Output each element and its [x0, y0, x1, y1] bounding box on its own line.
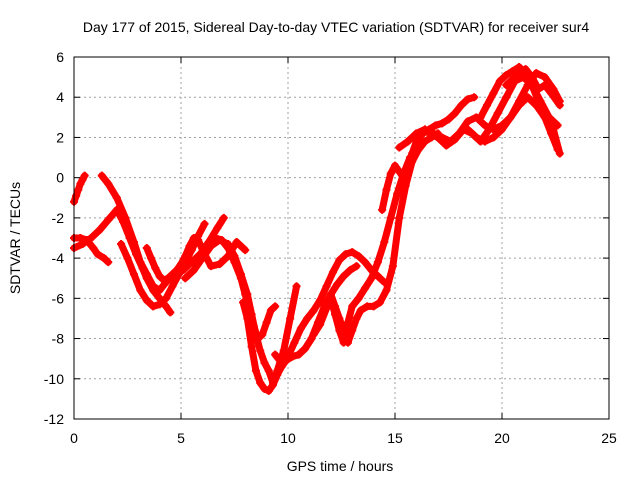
- y-tick-label: -8: [52, 331, 65, 347]
- trace-segment: [545, 113, 562, 129]
- series-1: [70, 171, 89, 206]
- trace-segment: [286, 282, 301, 322]
- y-axis-label: SDTVAR / TECUs: [7, 182, 23, 294]
- trace-segment: [547, 89, 564, 109]
- trace-segment: [130, 238, 144, 266]
- trace-segment: [395, 182, 410, 222]
- data-point: [470, 93, 479, 102]
- series-6: [142, 234, 250, 285]
- grid: [74, 57, 609, 419]
- data-point: [352, 262, 361, 271]
- x-tick-label: 0: [70, 430, 78, 446]
- data-point: [200, 219, 209, 228]
- trace-segment: [280, 314, 294, 355]
- y-tick-label: -12: [44, 411, 64, 427]
- trace-segment: [380, 214, 395, 246]
- trace-segment: [213, 214, 228, 232]
- data-point: [80, 171, 89, 180]
- x-axis-label: GPS time / hours: [287, 458, 394, 474]
- data-point: [104, 258, 113, 267]
- y-axis: -12 -10 -8 -6 -4 -2 0 2 4 6: [44, 49, 609, 427]
- trace-segment: [374, 238, 388, 266]
- y-tick-label: -4: [52, 250, 65, 266]
- series-10: [271, 248, 389, 367]
- y-tick-label: 4: [56, 89, 64, 105]
- x-tick-label: 25: [601, 430, 617, 446]
- trace-segment: [547, 129, 562, 154]
- data-point: [292, 282, 301, 291]
- trace-segment: [382, 262, 397, 294]
- x-tick-label: 20: [494, 430, 510, 446]
- trace-segment: [387, 190, 401, 222]
- data-point: [166, 308, 175, 317]
- data-point: [241, 246, 250, 255]
- data-point: [553, 145, 562, 154]
- plot-frame: [73, 56, 610, 420]
- series-3: [70, 234, 113, 267]
- trace-segment: [233, 238, 249, 254]
- trace-segment: [374, 272, 388, 286]
- y-tick-label: 2: [56, 129, 64, 145]
- series-2: [70, 205, 175, 317]
- trace-segment: [243, 314, 256, 351]
- x-tick-label: 10: [280, 430, 296, 446]
- series-16: [463, 69, 564, 146]
- x-tick-label: 5: [177, 430, 185, 446]
- data-points: [70, 63, 564, 395]
- y-tick-label: -6: [52, 290, 65, 306]
- trace-segment: [248, 343, 260, 375]
- y-tick-label: -10: [44, 371, 64, 387]
- data-point: [219, 213, 228, 222]
- trace-segment: [194, 220, 209, 240]
- trace-segment: [389, 214, 403, 270]
- data-point: [553, 121, 562, 130]
- data-point: [271, 302, 280, 311]
- trace-segment: [113, 194, 129, 222]
- trace-segment: [121, 214, 138, 246]
- x-tick-label: 15: [387, 430, 403, 446]
- x-axis: 0 5 10 15 20 25: [70, 57, 617, 446]
- y-tick-label: 0: [56, 170, 64, 186]
- series-18: [502, 65, 564, 110]
- y-tick-label: -2: [52, 210, 65, 226]
- data-point: [555, 101, 564, 110]
- chart-title: Day 177 of 2015, Sidereal Day-to-day VTE…: [83, 19, 589, 35]
- y-tick-label: 6: [56, 49, 64, 65]
- series-5: [117, 219, 209, 311]
